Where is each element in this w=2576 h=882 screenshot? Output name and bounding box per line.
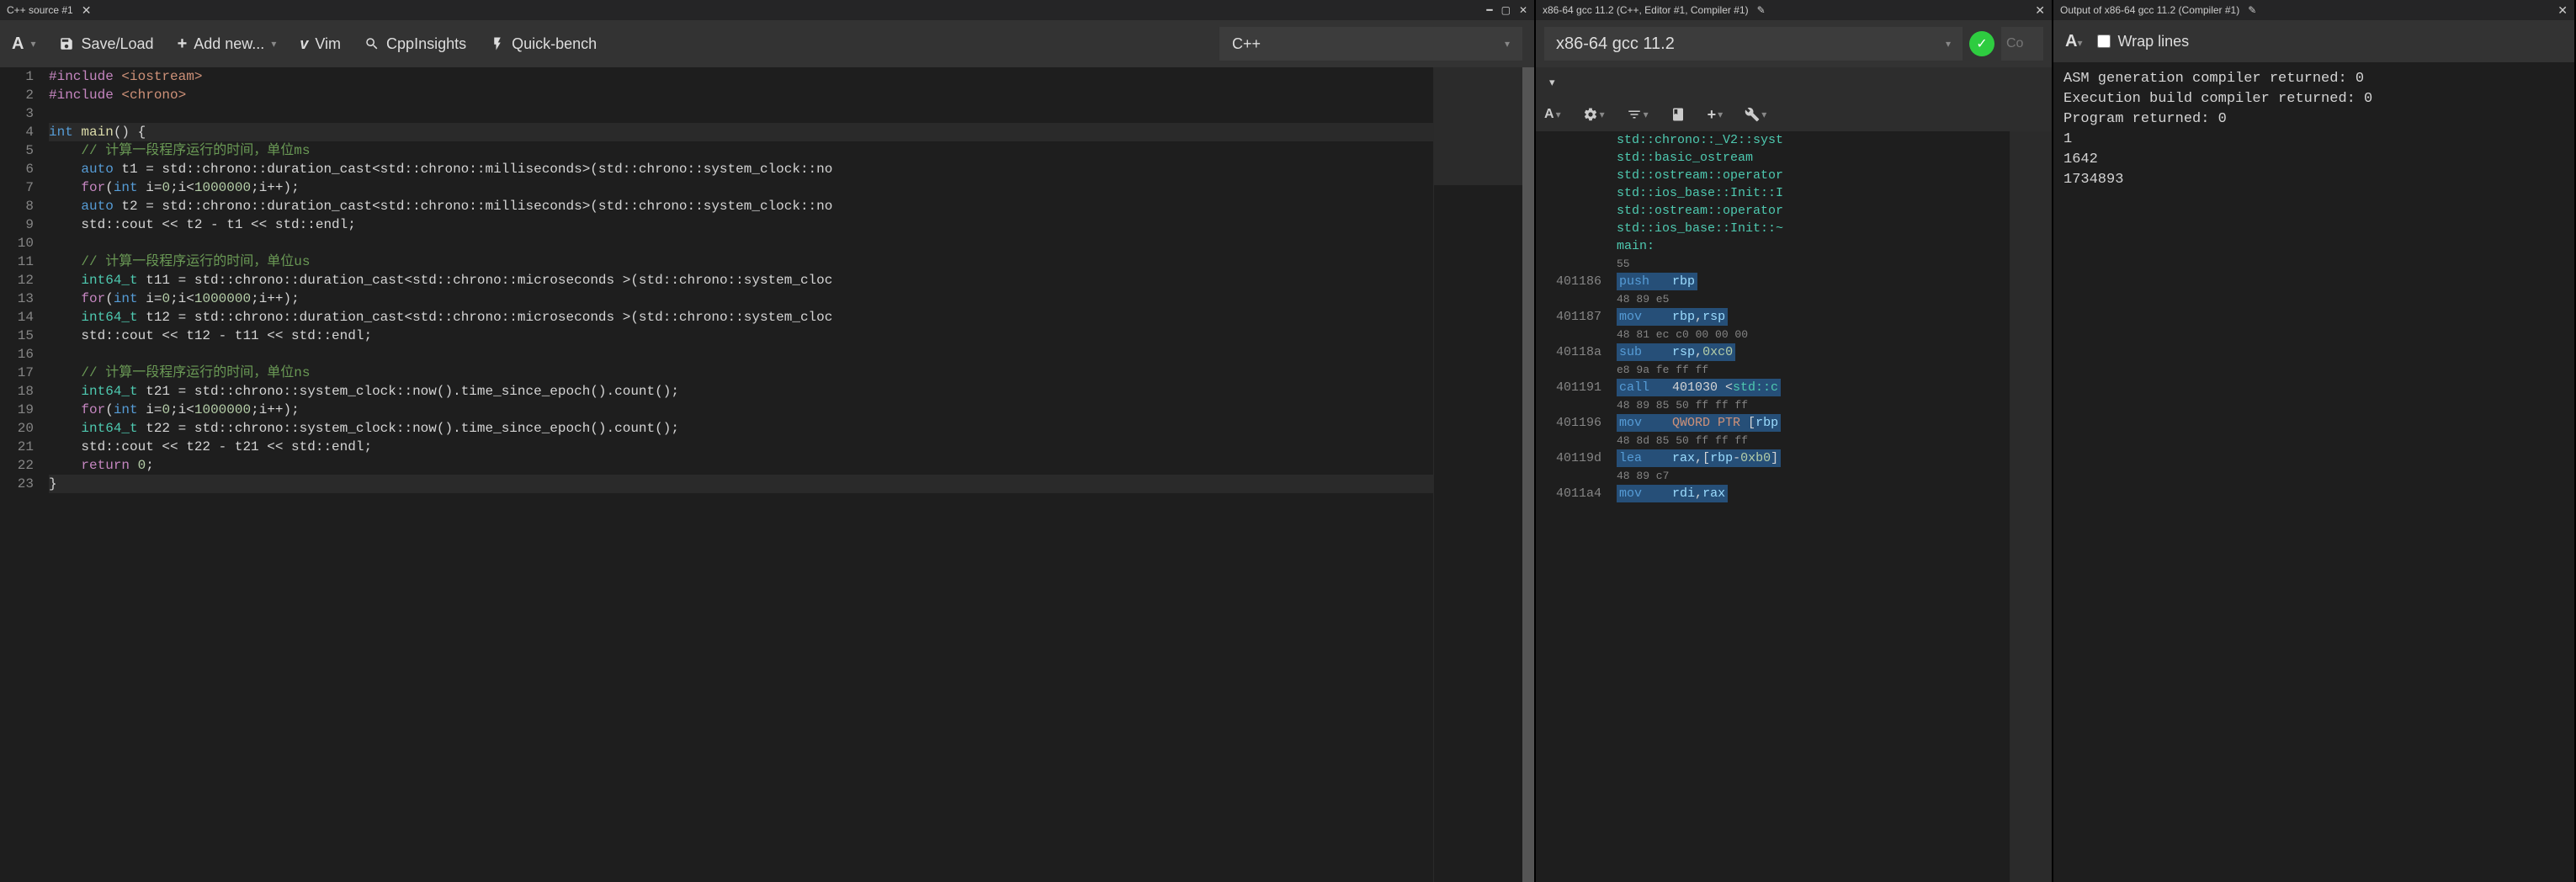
plus-icon: + [1708,106,1717,124]
output-tab-title[interactable]: Output of x86-64 gcc 11.2 (Compiler #1) [2060,4,2239,16]
cppinsights-label: CppInsights [386,35,466,53]
close-icon[interactable]: ✕ [2557,3,2568,18]
minimize-icon[interactable]: ━ [1486,4,1492,16]
chevron-down-icon: ▾ [1505,38,1510,50]
code-content[interactable]: #include <iostream>#include <chrono>int … [49,67,1433,882]
filter-button[interactable]: ▾ [1627,107,1649,122]
output-toolbar: A▾ Wrap lines [2053,20,2574,62]
save-load-label: Save/Load [81,35,153,53]
libraries-button[interactable] [1670,107,1686,122]
asm-minimap[interactable] [2010,131,2052,882]
plus-icon: + [178,35,188,54]
close-pane-icon[interactable]: ✕ [1519,4,1527,16]
compiler-toolbar: x86-64 gcc 11.2 ▾ ✓ [1536,20,2052,67]
maximize-icon[interactable]: ▢ [1501,4,1511,16]
tools-button[interactable]: ▾ [1745,107,1766,122]
scrollbar-thumb[interactable] [1522,67,1534,882]
add-view-button[interactable]: +▾ [1708,106,1724,124]
minimap-viewport[interactable] [1434,67,1534,185]
save-load-button[interactable]: Save/Load [59,35,153,53]
compiler-value: x86-64 gcc 11.2 [1556,35,1675,54]
filter-icon [1627,107,1642,122]
asm-content[interactable]: std::chrono::_V2::syststd::basic_ostream… [1612,131,2010,882]
add-new-label: Add new... [194,35,264,53]
cppinsights-button[interactable]: CppInsights [364,35,466,53]
vertical-scrollbar[interactable] [1522,67,1534,882]
quickbench-button[interactable]: Quick-bench [490,35,597,53]
settings-button[interactable]: ▾ [1583,107,1605,122]
dropdown-toggle[interactable]: ▾ [1544,74,1560,91]
compiler-options-input[interactable] [2001,27,2043,61]
vim-label: Vim [315,35,341,53]
wrap-lines-toggle[interactable]: Wrap lines [2097,33,2189,50]
wrap-lines-label: Wrap lines [2117,33,2189,50]
asm-icon-toolbar: A▾ ▾ ▾ +▾ ▾ [1536,98,2052,131]
compiler-pane: x86-64 gcc 11.2 (C++, Editor #1, Compile… [1536,0,2053,882]
line-number-gutter: 1234567891011121314151617181920212223 [0,67,49,882]
book-icon [1670,107,1686,122]
edit-icon[interactable]: ✎ [1757,4,1766,16]
source-tab-bar: C++ source #1 ✕ ━ ▢ ✕ [0,0,1534,20]
language-value: C++ [1232,35,1261,53]
quickbench-label: Quick-bench [512,35,597,53]
status-ok-badge: ✓ [1969,31,1994,56]
compiler-tab-bar: x86-64 gcc 11.2 (C++, Editor #1, Compile… [1536,0,2052,20]
output-content[interactable]: ASM generation compiler returned: 0 Exec… [2053,62,2574,882]
compiler-sub-toolbar: ▾ [1536,67,2052,98]
save-icon [59,36,74,51]
pane-window-buttons: ━ ▢ ✕ [1486,4,1527,16]
font-size-button[interactable]: A▾ [1544,107,1561,122]
close-icon[interactable]: ✕ [82,3,92,18]
font-icon: A [12,35,24,54]
compiler-tab-title[interactable]: x86-64 gcc 11.2 (C++, Editor #1, Compile… [1543,4,1749,16]
compiler-select[interactable]: x86-64 gcc 11.2 ▾ [1544,27,1963,61]
add-new-button[interactable]: + Add new...▾ [178,35,277,54]
wrap-lines-checkbox[interactable] [2097,35,2111,48]
vim-button[interactable]: v Vim [300,35,341,53]
chevron-down-icon: ▾ [1946,38,1951,50]
asm-address-gutter: 40118640118740118a40119140119640119d4011… [1536,131,1612,882]
edit-icon[interactable]: ✎ [2248,4,2256,16]
code-editor[interactable]: 1234567891011121314151617181920212223 #i… [0,67,1534,882]
output-pane: Output of x86-64 gcc 11.2 (Compiler #1) … [2053,0,2576,882]
asm-minimap-viewport[interactable] [2010,131,2052,882]
gear-icon [1583,107,1598,122]
asm-viewer[interactable]: 40118640118740118a40119140119640119d4011… [1536,131,2052,882]
font-icon: A [2065,32,2077,50]
language-select[interactable]: C++ ▾ [1219,27,1522,61]
magnifier-icon [364,36,380,51]
vim-icon: v [300,35,308,53]
bolt-icon [490,36,505,51]
source-pane: C++ source #1 ✕ ━ ▢ ✕ A▾ Save/Load + Add… [0,0,1536,882]
wrench-icon [1745,107,1760,122]
close-icon[interactable]: ✕ [2035,3,2045,18]
minimap[interactable] [1433,67,1534,882]
font-size-button[interactable]: A▾ [2065,32,2082,51]
output-tab-bar: Output of x86-64 gcc 11.2 (Compiler #1) … [2053,0,2574,20]
source-tab-title[interactable]: C++ source #1 [7,4,73,16]
source-toolbar: A▾ Save/Load + Add new...▾ v Vim CppInsi… [0,20,1534,67]
font-size-button[interactable]: A▾ [12,35,35,54]
